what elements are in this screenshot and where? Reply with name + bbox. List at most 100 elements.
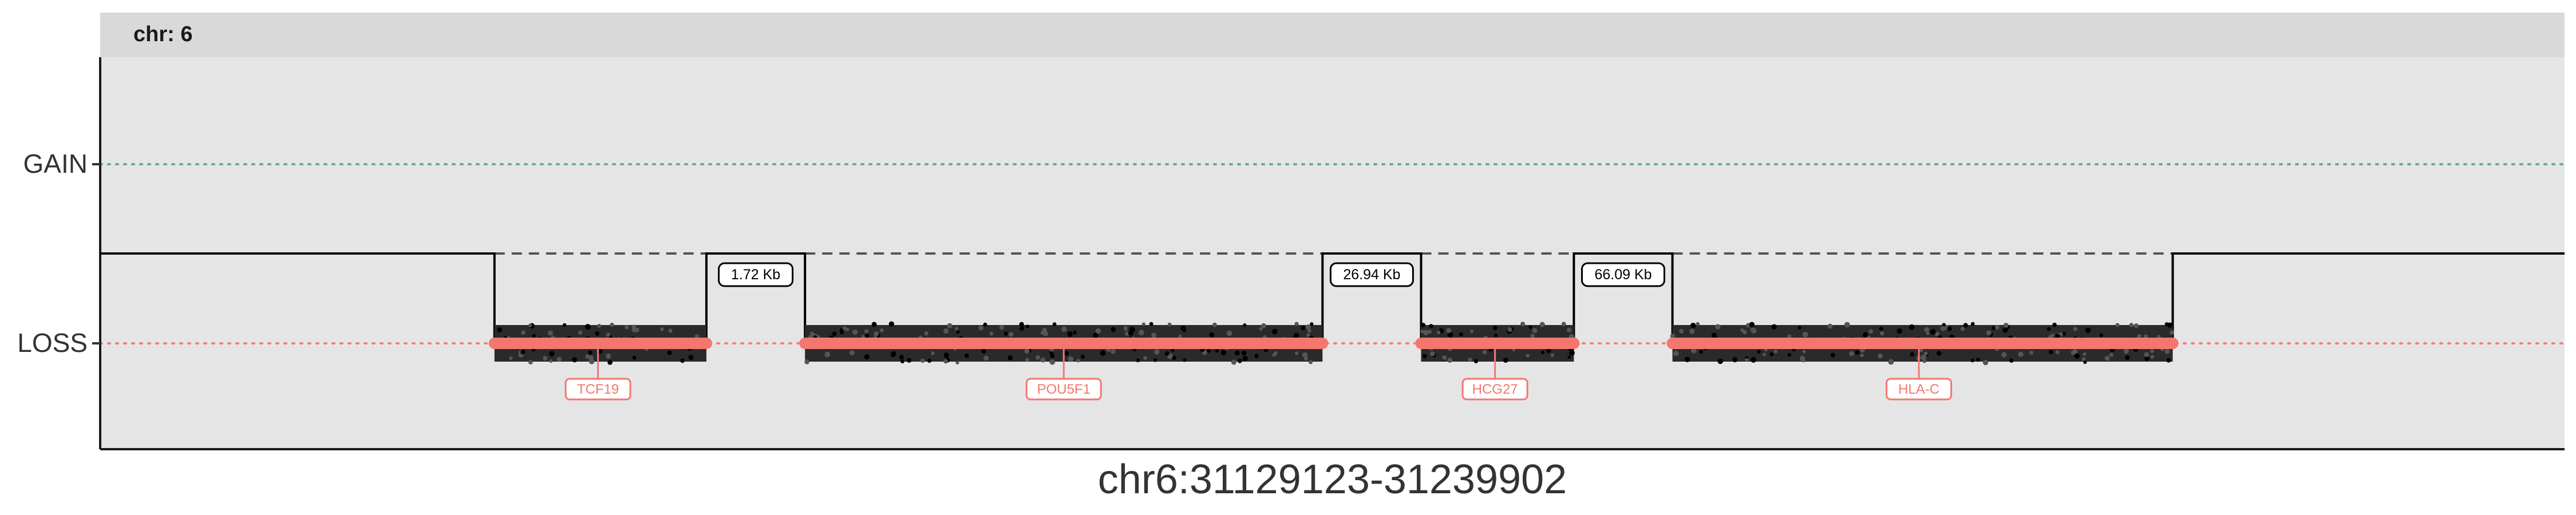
loss-point bbox=[2071, 350, 2076, 355]
loss-point bbox=[864, 334, 870, 338]
loss-point bbox=[999, 325, 1004, 330]
loss-point bbox=[556, 356, 562, 362]
loss-point bbox=[1234, 350, 1240, 356]
gap-label: 1.72 Kb bbox=[731, 267, 780, 283]
loss-point bbox=[1183, 358, 1187, 362]
loss-point bbox=[2134, 323, 2139, 328]
loss-point bbox=[572, 357, 578, 363]
loss-point bbox=[1125, 331, 1129, 336]
loss-point bbox=[1003, 331, 1008, 336]
loss-point bbox=[920, 358, 925, 363]
gap-label: 66.09 Kb bbox=[1594, 267, 1652, 283]
loss-point bbox=[660, 327, 664, 331]
loss-point bbox=[1561, 322, 1566, 327]
loss-point bbox=[1711, 332, 1717, 338]
loss-point bbox=[1180, 325, 1186, 331]
loss-point bbox=[1061, 326, 1067, 332]
loss-point bbox=[1469, 329, 1474, 334]
loss-point bbox=[2125, 355, 2130, 360]
loss-point bbox=[1937, 351, 1942, 356]
loss-point bbox=[548, 330, 554, 336]
loss-point bbox=[1926, 331, 1930, 335]
loss-point bbox=[1446, 328, 1452, 334]
loss-point bbox=[680, 358, 685, 363]
loss-point bbox=[989, 331, 994, 336]
loss-point bbox=[1008, 355, 1013, 360]
loss-point bbox=[668, 328, 673, 333]
loss-point bbox=[1447, 358, 1453, 363]
loss-point bbox=[1689, 328, 1695, 334]
loss-point bbox=[1025, 358, 1029, 362]
loss-point bbox=[1310, 322, 1314, 326]
gap-label-box bbox=[1581, 262, 1665, 287]
loss-point bbox=[1254, 354, 1259, 358]
loss-point bbox=[2143, 334, 2148, 339]
loss-point bbox=[2129, 323, 2134, 327]
loss-point bbox=[1862, 332, 1868, 338]
loss-point bbox=[1093, 332, 1099, 338]
loss-point bbox=[2137, 334, 2142, 339]
loss-point bbox=[1715, 324, 1721, 330]
loss-point bbox=[1569, 350, 1575, 356]
loss-point bbox=[1307, 328, 1311, 333]
loss-point bbox=[2055, 350, 2060, 355]
loss-point bbox=[2052, 322, 2057, 327]
gap-label-box bbox=[718, 262, 794, 287]
gene-label: POU5F1 bbox=[1037, 382, 1091, 397]
loss-point bbox=[845, 327, 850, 332]
loss-point bbox=[1670, 333, 1676, 339]
loss-point bbox=[549, 351, 555, 356]
loss-point bbox=[1428, 330, 1432, 334]
loss-point bbox=[528, 360, 533, 365]
loss-point bbox=[1164, 351, 1170, 356]
loss-point bbox=[1305, 324, 1311, 330]
loss-point bbox=[1171, 348, 1175, 352]
loss-point bbox=[2001, 352, 2007, 358]
loss-point bbox=[1749, 322, 1755, 327]
loss-point bbox=[852, 329, 858, 335]
loss-point bbox=[1301, 326, 1306, 331]
loss-point bbox=[1802, 350, 1806, 354]
loss-point bbox=[1111, 348, 1116, 354]
loss-point bbox=[871, 322, 877, 327]
loss-point bbox=[1040, 331, 1045, 335]
loss-point bbox=[1963, 323, 1968, 328]
loss-point bbox=[1930, 329, 1936, 335]
gene-label-box bbox=[564, 378, 631, 401]
loss-point bbox=[864, 354, 870, 360]
loss-point bbox=[1528, 325, 1532, 329]
loss-point bbox=[1879, 326, 1883, 331]
loss-point bbox=[2083, 352, 2087, 356]
gene-label-box bbox=[1461, 378, 1528, 401]
loss-point bbox=[824, 351, 831, 358]
loss-point bbox=[1080, 354, 1085, 359]
loss-point bbox=[1068, 356, 1074, 362]
loss-point bbox=[1482, 350, 1487, 355]
loss-point bbox=[1924, 327, 1930, 332]
loss-point bbox=[850, 350, 855, 355]
loss-point bbox=[1539, 322, 1545, 327]
loss-point bbox=[497, 327, 503, 332]
loss-point bbox=[1473, 359, 1479, 363]
loss-point bbox=[1799, 355, 1805, 361]
loss-point bbox=[1567, 355, 1571, 359]
loss-point bbox=[1922, 359, 1927, 363]
loss-point bbox=[2073, 327, 2078, 331]
loss-point bbox=[632, 355, 637, 360]
loss-point bbox=[1095, 328, 1101, 334]
facet-strip bbox=[100, 13, 2565, 57]
y-tick-label: LOSS bbox=[17, 328, 88, 358]
loss-point bbox=[931, 351, 935, 355]
loss-point bbox=[1550, 353, 1555, 358]
loss-point bbox=[1209, 332, 1214, 338]
loss-point bbox=[1844, 322, 1850, 328]
loss-point bbox=[981, 348, 986, 354]
loss-point bbox=[804, 359, 809, 365]
loss-point bbox=[2157, 335, 2161, 339]
loss-point bbox=[2109, 352, 2113, 357]
loss-point bbox=[1769, 352, 1774, 356]
gene-label: TCF19 bbox=[577, 382, 619, 397]
loss-point bbox=[1492, 326, 1498, 331]
loss-point bbox=[1868, 329, 1874, 334]
loss-point bbox=[1762, 352, 1767, 356]
